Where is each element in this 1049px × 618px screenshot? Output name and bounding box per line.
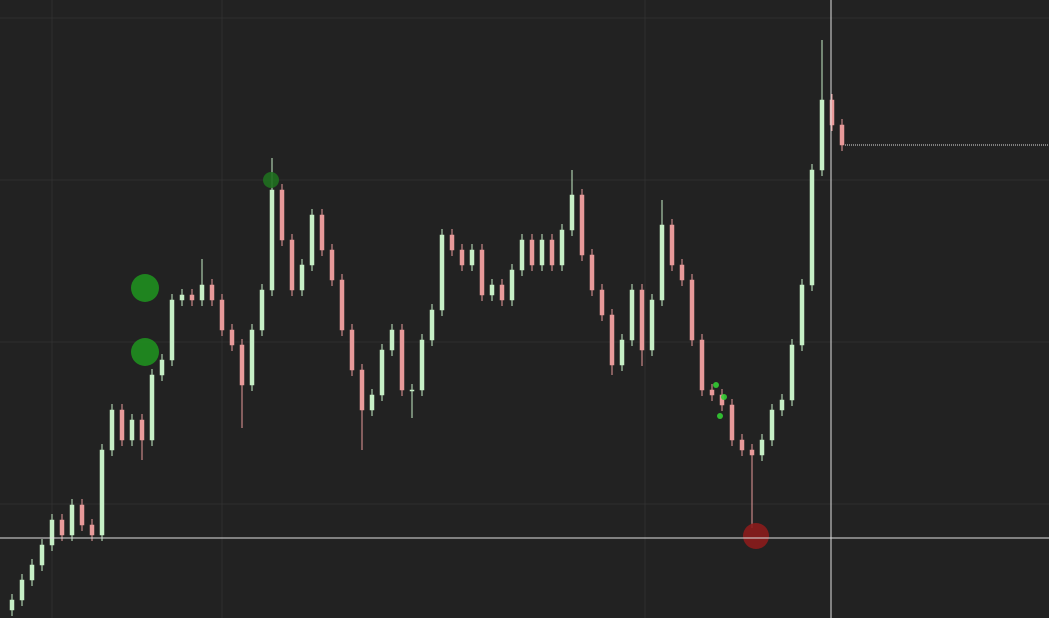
- trade-marker: [131, 338, 159, 366]
- candle-body: [599, 289, 605, 316]
- candle-body: [159, 359, 165, 376]
- candle-body: [39, 544, 45, 566]
- candle-body: [119, 409, 125, 441]
- candle-body: [559, 229, 565, 266]
- candle-body: [319, 214, 325, 251]
- candle-body: [399, 329, 405, 391]
- candle-body: [569, 194, 575, 231]
- trade-marker: [743, 523, 769, 549]
- candle-body: [579, 194, 585, 256]
- candle-body: [729, 404, 735, 441]
- candle-body: [639, 289, 645, 351]
- candle-body: [839, 124, 845, 146]
- candle-body: [619, 339, 625, 366]
- candle-body: [479, 249, 485, 296]
- trade-marker: [263, 172, 279, 188]
- trade-marker: [717, 413, 723, 419]
- candle-body: [329, 249, 335, 281]
- candle-body: [199, 284, 205, 301]
- candle-body: [69, 504, 75, 536]
- candle-body: [89, 524, 95, 536]
- candle-body: [679, 264, 685, 281]
- candle-body: [179, 294, 185, 301]
- candle-body: [439, 234, 445, 311]
- candle-body: [349, 329, 355, 371]
- candle-body: [739, 439, 745, 451]
- candle-body: [49, 519, 55, 546]
- candle-body: [589, 254, 595, 291]
- candle-body: [459, 249, 465, 266]
- candle-body: [339, 279, 345, 331]
- candle-body: [309, 214, 315, 266]
- candle-body: [689, 279, 695, 341]
- candle-body: [209, 284, 215, 301]
- candle-body: [539, 239, 545, 266]
- candle-body: [799, 284, 805, 346]
- candle-body: [269, 189, 275, 291]
- candle-body: [129, 419, 135, 441]
- candle-body: [9, 599, 15, 611]
- candle-body: [789, 344, 795, 401]
- candle-body: [409, 389, 415, 392]
- candle-body: [369, 394, 375, 411]
- candle-body: [259, 289, 265, 331]
- candle-body: [759, 439, 765, 456]
- candle-body: [509, 269, 515, 301]
- candle-body: [629, 289, 635, 341]
- candle-body: [109, 409, 115, 451]
- candle-body: [289, 239, 295, 291]
- candle-body: [19, 579, 25, 601]
- candle-body: [79, 504, 85, 526]
- candle-body: [529, 239, 535, 266]
- trade-marker: [131, 274, 159, 302]
- candle-body: [519, 239, 525, 271]
- candle-body: [809, 169, 815, 286]
- candle-body: [709, 389, 715, 396]
- candle-body: [299, 264, 305, 291]
- candle-body: [249, 329, 255, 386]
- candle-body: [229, 329, 235, 346]
- candle-body: [749, 449, 755, 456]
- candle-body: [449, 234, 455, 251]
- candle-body: [489, 284, 495, 296]
- candle-body: [29, 564, 35, 581]
- candle-body: [699, 339, 705, 391]
- trade-marker: [721, 394, 727, 400]
- candle-body: [429, 309, 435, 341]
- candle-body: [779, 399, 785, 411]
- candle-body: [609, 314, 615, 366]
- candle-body: [549, 239, 555, 266]
- candle-body: [219, 299, 225, 331]
- candle-body: [99, 449, 105, 536]
- candle-body: [279, 189, 285, 241]
- candle-body: [379, 349, 385, 396]
- candle-body: [149, 374, 155, 441]
- candle-body: [769, 409, 775, 441]
- candle-body: [819, 99, 825, 171]
- candle-body: [389, 329, 395, 351]
- candle-body: [359, 369, 365, 411]
- candle-body: [139, 419, 145, 441]
- candle-body: [239, 344, 245, 386]
- candle-body: [169, 299, 175, 361]
- candle-body: [669, 224, 675, 266]
- candle-body: [659, 224, 665, 301]
- candle-body: [649, 299, 655, 351]
- candle-body: [59, 519, 65, 536]
- trade-marker: [713, 382, 719, 388]
- candle-body: [499, 284, 505, 301]
- candle-body: [829, 99, 835, 126]
- candle-body: [189, 294, 195, 301]
- candle-body: [419, 339, 425, 391]
- candle-body: [469, 249, 475, 266]
